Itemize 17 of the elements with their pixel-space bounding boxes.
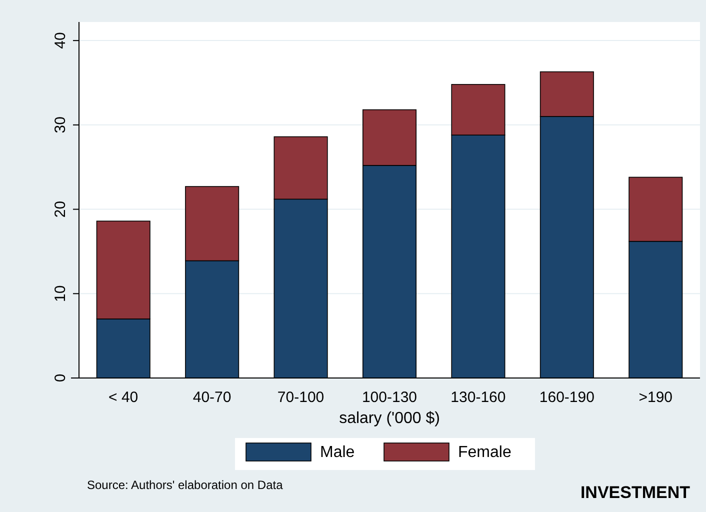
legend-label: Male: [320, 444, 355, 461]
x-tick-label: 70-100: [277, 389, 324, 406]
x-axis-title: salary ('000 $): [339, 410, 440, 427]
y-tick-label: 10: [52, 285, 69, 302]
y-tick-label: 0: [52, 374, 69, 382]
x-tick-label: 40-70: [192, 389, 232, 406]
x-tick-label: 100-130: [362, 389, 418, 406]
y-tick-label: 30: [52, 116, 69, 134]
source-note: Source: Authors' elaboration on Data: [87, 478, 284, 492]
x-tick-label: 130-160: [450, 389, 506, 406]
x-tick-label: >190: [638, 389, 673, 406]
y-tick-label: 20: [52, 200, 69, 218]
x-tick-label: < 40: [108, 389, 138, 406]
legend-label: Female: [458, 444, 512, 461]
y-tick-label: 40: [52, 32, 69, 49]
text: INVESTMENT: [580, 483, 691, 502]
x-tick-label: 160-190: [539, 389, 594, 406]
